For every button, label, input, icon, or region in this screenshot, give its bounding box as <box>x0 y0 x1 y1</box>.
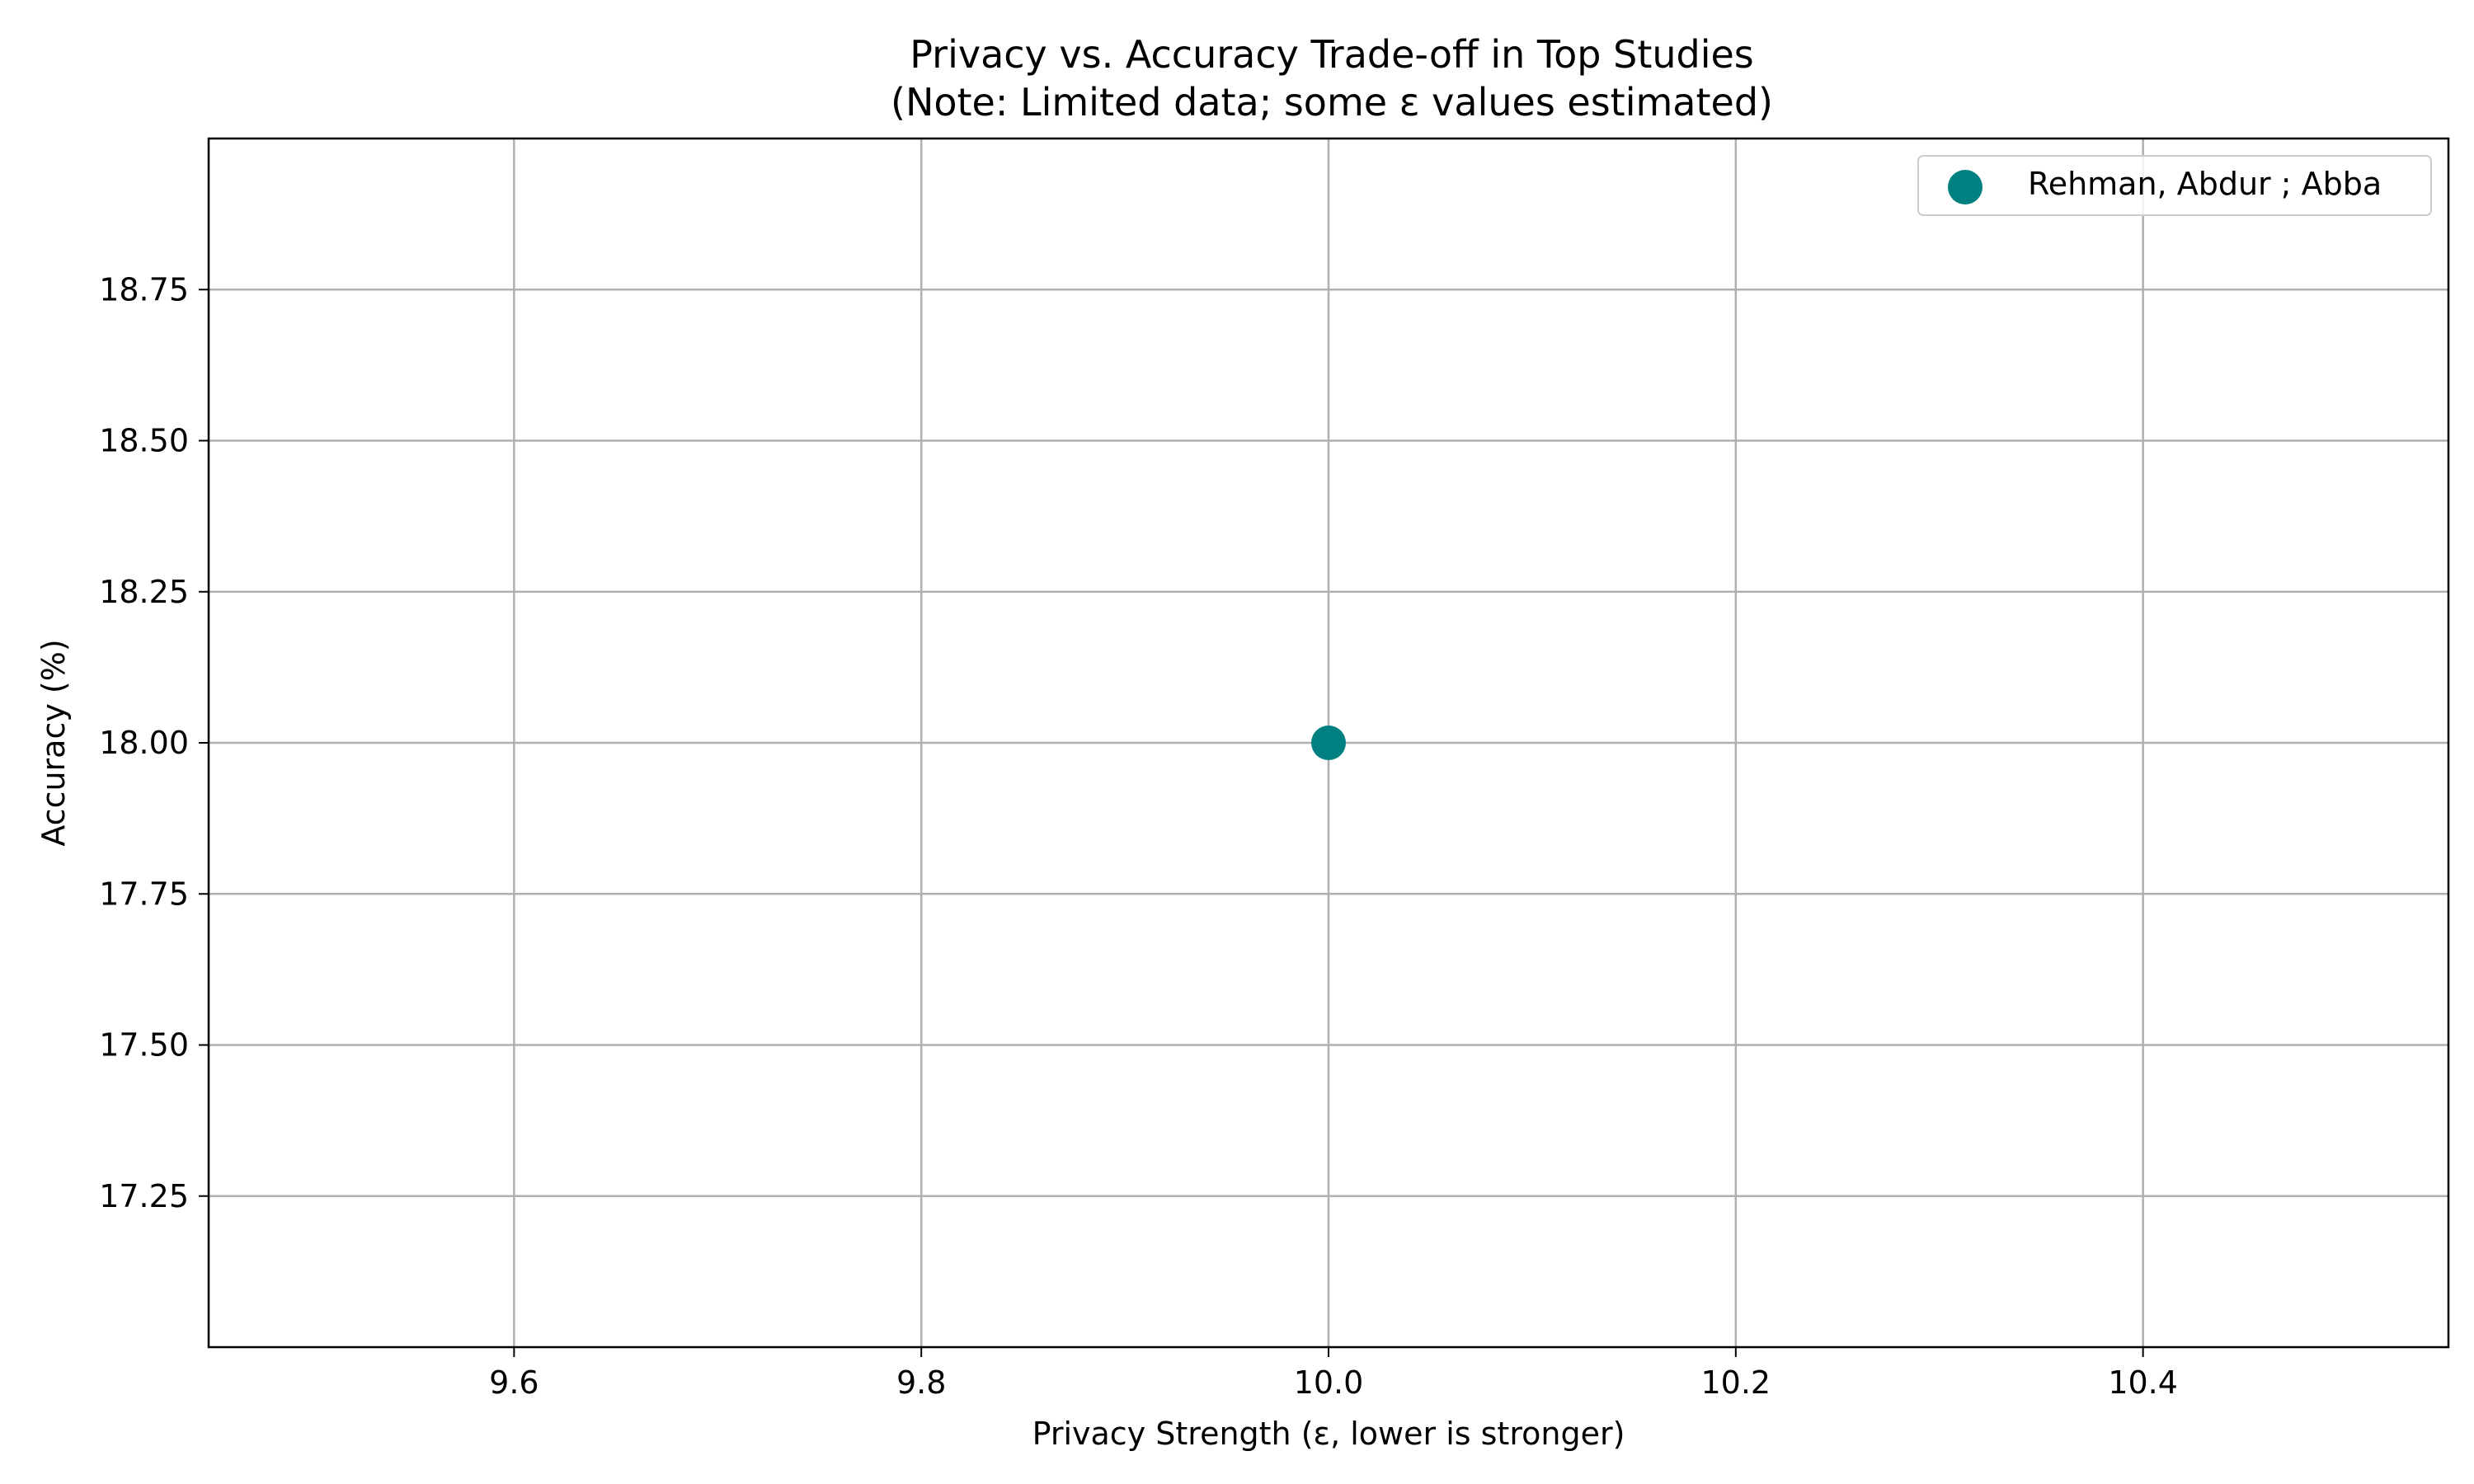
y-axis-label: Accuracy (%) <box>35 639 72 846</box>
legend-label-series-0: Rehman, Abdur ; Abba <box>2028 166 2382 202</box>
y-tick-label: 17.50 <box>99 1027 189 1064</box>
y-tick-label: 18.50 <box>99 423 189 459</box>
data-point <box>1311 726 1346 760</box>
y-tick-label: 17.75 <box>99 876 189 912</box>
chart-title: Privacy vs. Accuracy Trade-off in Top St… <box>910 32 1754 77</box>
x-tick-label: 10.4 <box>2108 1364 2178 1401</box>
legend-marker-series-0 <box>1948 170 1982 204</box>
axis-ticks: 9.6 9.8 10.0 10.2 10.4 17.25 17.50 17.75 18.00 18… <box>99 271 2178 1401</box>
y-tick-label: 18.00 <box>99 725 189 761</box>
x-tick-label: 9.6 <box>489 1364 539 1401</box>
x-tick-label: 10.2 <box>1701 1364 1771 1401</box>
data-points <box>1311 726 1346 760</box>
plot-frame <box>207 137 2450 1349</box>
x-tick-label: 10.0 <box>1294 1364 1364 1401</box>
legend: Rehman, Abdur ; Abba <box>1917 155 2432 216</box>
x-axis-label: Privacy Strength (ε, lower is stronger) <box>1032 1416 1625 1452</box>
x-tick-label: 9.8 <box>896 1364 946 1401</box>
chart-subtitle: (Note: Limited data; some ε values estim… <box>891 80 1773 124</box>
y-tick-label: 18.75 <box>99 271 189 308</box>
y-tick-label: 17.25 <box>99 1178 189 1214</box>
legend-box <box>1917 155 2432 216</box>
y-tick-label: 18.25 <box>99 574 189 610</box>
